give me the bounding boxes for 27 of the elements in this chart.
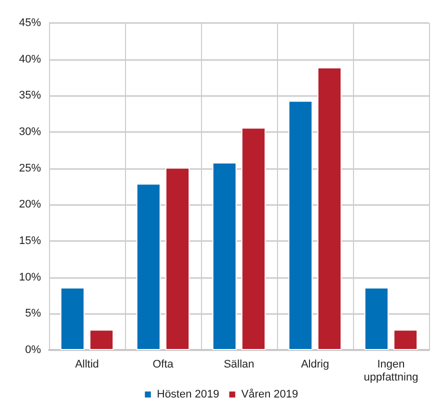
x-tick-label: Ofta <box>152 358 174 370</box>
y-tick-label: 10% <box>18 271 42 284</box>
bar <box>136 184 161 350</box>
y-tick-label: 40% <box>18 53 42 66</box>
y-tick-label: 30% <box>18 126 42 138</box>
x-tick-label: Aldrig <box>300 358 330 370</box>
bar <box>393 330 418 350</box>
bar <box>89 330 114 350</box>
bar <box>288 100 313 350</box>
y-tick-label: 5% <box>25 308 42 320</box>
y-tick-label: 45% <box>18 17 42 29</box>
bar <box>165 168 190 350</box>
bar <box>317 67 342 350</box>
y-tick-label: 35% <box>18 90 42 102</box>
bar <box>60 288 85 350</box>
y-tick-label: 20% <box>18 198 42 211</box>
bar <box>212 162 237 350</box>
y-tick-label: 25% <box>18 162 42 174</box>
bar <box>241 128 266 350</box>
y-tick-label: 15% <box>18 235 42 247</box>
x-tick-label: Sällan <box>224 358 254 370</box>
legend-label: Våren 2019 <box>241 388 298 400</box>
legend-label: Hösten 2019 <box>156 388 220 400</box>
x-tick-label: Alltid <box>75 358 99 370</box>
bar <box>364 288 389 350</box>
y-tick-label: 0% <box>25 344 42 356</box>
x-tick-label: Ingen uppfattning <box>364 358 418 384</box>
